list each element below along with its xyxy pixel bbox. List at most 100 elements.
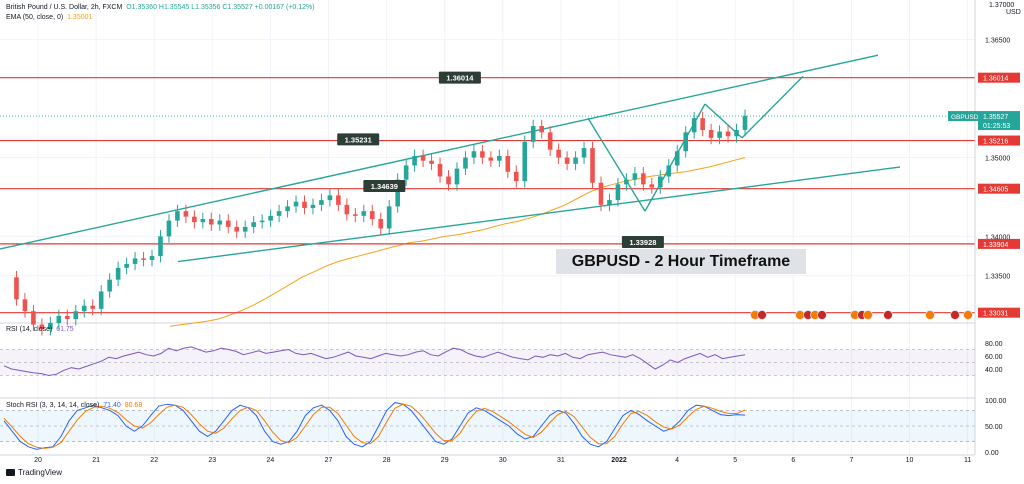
price-callout-label: 1.34639 <box>371 182 398 191</box>
candle-body <box>73 311 79 320</box>
candle-body <box>209 219 214 225</box>
candle-body <box>369 211 375 220</box>
candle-body <box>31 311 36 325</box>
price-callout-label: 1.35231 <box>345 135 372 144</box>
price-callout-box <box>438 71 481 84</box>
candle-body <box>513 171 519 182</box>
candle-body <box>378 219 384 229</box>
time-axis-label: 28 <box>383 457 391 464</box>
currency-top-tick: 1.37000 <box>989 2 1014 9</box>
symbol-description[interactable]: British Pound / U.S. Dollar, 2h, FXCM <box>6 4 123 11</box>
ema50-line <box>169 157 746 327</box>
symbol-tag-label: GBPUSD <box>951 114 979 121</box>
candle-body <box>268 215 273 221</box>
candle-body <box>446 176 451 185</box>
candle-body <box>539 126 544 133</box>
candle-body <box>56 315 62 323</box>
candle-body <box>259 220 265 223</box>
stoch-k-value: 71.40 <box>103 402 121 409</box>
candle-body <box>556 149 561 158</box>
candle-body <box>217 220 223 225</box>
stoch-legend-label[interactable]: Stoch RSI (3, 3, 14, 14, close) <box>6 402 100 409</box>
time-axis: 20 21 22 23 24 27 28 29 30 31 2022 4 5 6 7 10 11 <box>34 457 971 464</box>
candle-body <box>590 148 595 183</box>
candle-body <box>48 323 53 330</box>
candle-body <box>115 267 121 280</box>
time-axis-label: 11 <box>964 457 971 464</box>
candle-body <box>242 226 248 232</box>
candle-body <box>607 200 612 205</box>
price-axis-tick: 1.33500 <box>985 274 1010 281</box>
candle-body <box>124 263 129 268</box>
candle-body <box>708 129 714 138</box>
tradingview-logo[interactable]: TradingView <box>6 468 62 477</box>
level-price-tag <box>978 307 1020 318</box>
price-callouts: 1.36014 1.35231 1.34639 1.33928 <box>337 71 664 249</box>
tradingview-brand: TradingView <box>18 468 63 477</box>
candle-body <box>336 195 341 205</box>
ema-legend-value: 1.35001 <box>67 14 93 21</box>
rsi-legend-value: 61.75 <box>56 326 74 333</box>
candle-body <box>429 160 434 164</box>
time-axis-label: 31 <box>557 457 565 464</box>
candle-body <box>319 200 324 205</box>
candle-body <box>327 195 333 201</box>
channel-lines <box>0 54 901 263</box>
candle-body <box>98 291 104 309</box>
candle-body <box>276 211 282 216</box>
price-axis-tick: 1.36500 <box>985 37 1010 44</box>
stoch-k-line <box>3 402 746 450</box>
time-axis-label: 27 <box>325 457 333 464</box>
candle-body <box>353 214 358 216</box>
candle-body <box>666 165 672 177</box>
rsi-legend-label[interactable]: RSI (14, close) <box>6 326 53 333</box>
candle-body <box>200 219 206 223</box>
time-axis-label: 10 <box>906 457 914 464</box>
candle-body <box>225 220 231 227</box>
candle-body <box>234 226 240 232</box>
candle-body <box>649 184 655 188</box>
candle-body <box>717 131 722 138</box>
candle-body <box>175 211 180 221</box>
symbol-tag <box>948 111 978 122</box>
currency-label: USD <box>1006 9 1021 16</box>
candle-body <box>141 258 146 260</box>
rsi-legend: RSI (14, close) 61.75 <box>6 326 74 333</box>
economic-event-flags <box>750 310 973 320</box>
indicator-axis-tick: 40.00 <box>985 367 1003 374</box>
level-price-tag-label: 1.35216 <box>983 139 1008 146</box>
candle-body <box>505 155 511 172</box>
ema-legend-label[interactable]: EMA (50, close, 0) <box>6 14 64 21</box>
candle-body <box>149 256 155 260</box>
candle-body <box>81 305 87 312</box>
candle-body <box>454 168 460 185</box>
stoch-d-value: 80.68 <box>124 402 143 409</box>
indicator-axis-tick: 50.00 <box>985 424 1003 431</box>
time-axis-label: 2022 <box>611 457 627 464</box>
candle-body <box>480 151 485 158</box>
candle-body <box>615 184 621 201</box>
grid <box>0 0 975 456</box>
price-callout-box <box>621 236 664 249</box>
candle-body <box>564 157 570 164</box>
trend-line <box>587 117 646 212</box>
candle-body <box>251 222 256 227</box>
candle-body <box>302 201 307 208</box>
trend-line <box>741 75 804 139</box>
candle-body <box>64 315 70 320</box>
rsi-line <box>3 346 746 377</box>
level-price-tag <box>978 183 1020 194</box>
stoch-rsi-pane <box>0 402 975 450</box>
event-flag-icon <box>817 310 827 320</box>
price-axis-tick: 1.35000 <box>985 156 1010 163</box>
candle-body <box>471 151 477 158</box>
candle-body <box>285 206 290 212</box>
price-callout-label: 1.36014 <box>446 74 474 83</box>
countdown-label: 01:25:53 <box>983 123 1010 130</box>
candle-body <box>691 118 697 133</box>
candle-body <box>166 220 172 237</box>
candle-body <box>344 204 350 215</box>
candle-body <box>39 324 45 330</box>
candle-body <box>683 132 689 152</box>
